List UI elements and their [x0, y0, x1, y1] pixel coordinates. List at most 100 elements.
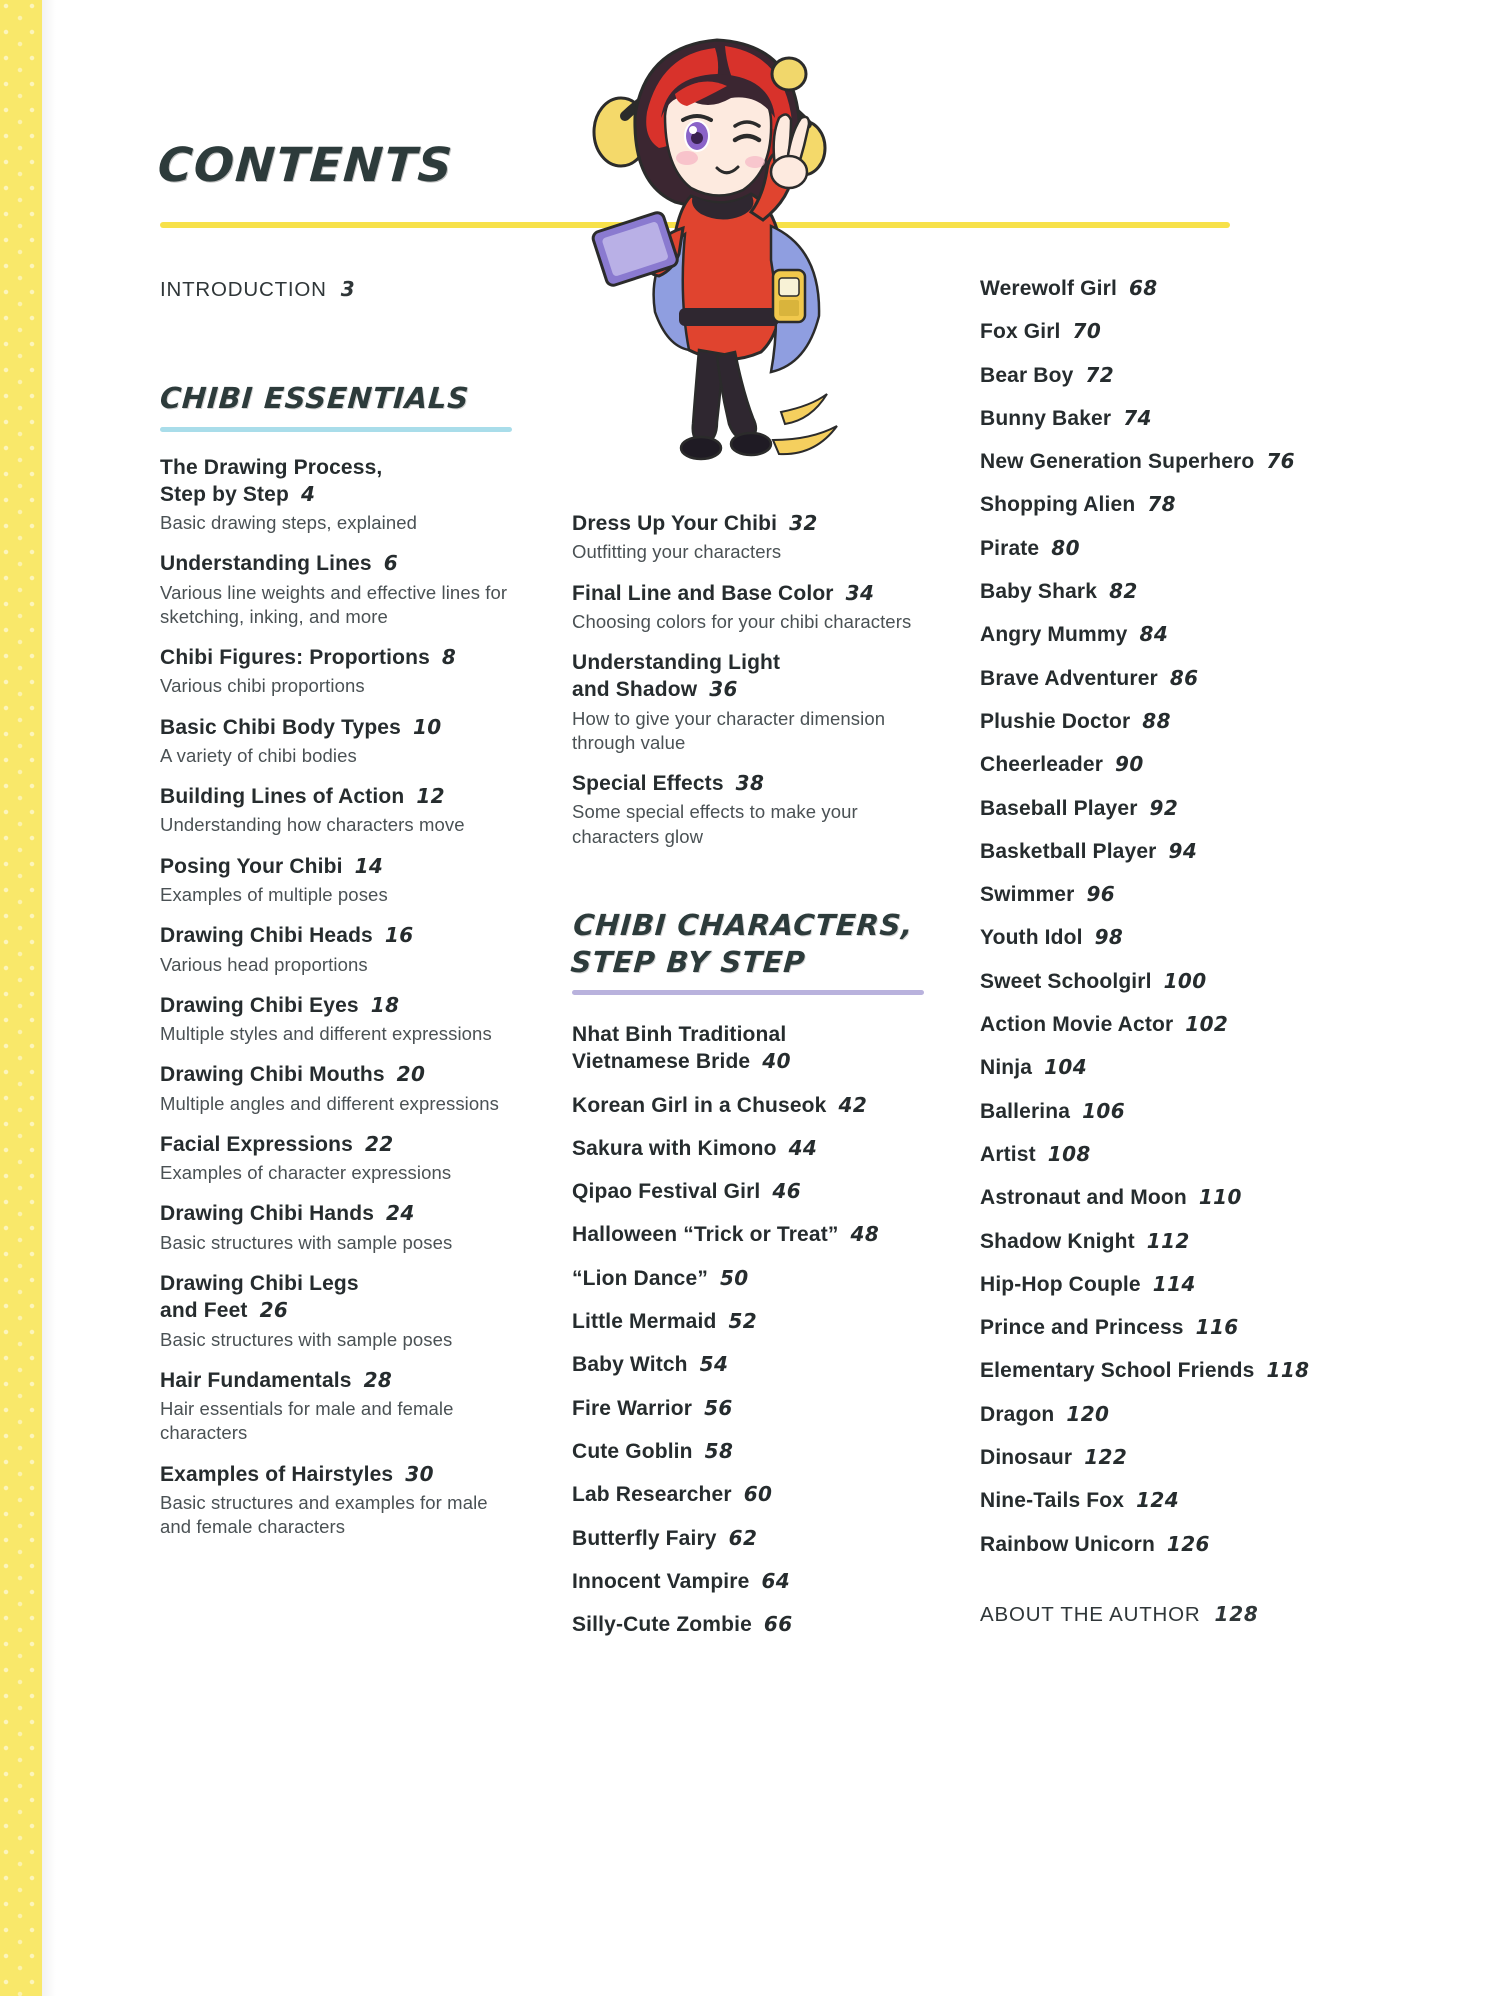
toc-entry-label: Basketball Player	[980, 839, 1157, 863]
toc-entry-title: Understanding Light and Shadow 36	[572, 649, 917, 704]
toc-entry-label: Understanding Lines	[160, 552, 372, 576]
toc-entry[interactable]: Angry Mummy 84	[980, 621, 1400, 648]
toc-entry[interactable]: Drawing Chibi Mouths 20 Multiple angles an…	[160, 1061, 520, 1116]
toc-entry-label: Astronaut and Moon	[980, 1186, 1187, 1210]
toc-entry-page-number: 90	[1115, 752, 1144, 777]
toc-entry[interactable]: Special Effects 38 Some special effects to…	[572, 770, 917, 849]
toc-entry-label: Pirate	[980, 536, 1040, 560]
toc-entry[interactable]: Basic Chibi Body Types 10 A variety of chi…	[160, 714, 520, 769]
toc-entry[interactable]: Hair Fundamentals 28 Hair essentials for m…	[160, 1367, 520, 1446]
toc-entry[interactable]: Fox Girl 70	[980, 318, 1400, 345]
toc-entry[interactable]: Building Lines of Action 12 Understanding …	[160, 783, 520, 838]
toc-entry-label: Posing Your Chibi	[160, 854, 343, 878]
toc-entry[interactable]: Hip-Hop Couple 114	[980, 1271, 1400, 1298]
toc-entry-introduction[interactable]: INTRODUCTION 3	[160, 277, 355, 302]
toc-entry-label: Werewolf Girl	[980, 277, 1117, 300]
toc-entry[interactable]: Qipao Festival Girl 46	[572, 1178, 917, 1205]
toc-entry-description: Multiple styles and different expression…	[160, 1023, 492, 1045]
toc-entry[interactable]: Little Mermaid 52	[572, 1308, 917, 1335]
toc-entry[interactable]: Cute Goblin 58	[572, 1438, 917, 1465]
toc-entry[interactable]: Butterfly Fairy 62	[572, 1525, 917, 1552]
toc-entry[interactable]: “Lion Dance” 50	[572, 1265, 917, 1292]
toc-entry-label: Dinosaur	[980, 1446, 1073, 1470]
toc-entry[interactable]: Basketball Player 94	[980, 838, 1400, 865]
toc-entry-label: Chibi Figures: Proportions	[160, 646, 430, 670]
chibi-superhero-girl-illustration	[575, 20, 875, 500]
toc-entry[interactable]: Dragon 120	[980, 1401, 1400, 1428]
toc-entry-label: Korean Girl in a Chuseok	[572, 1093, 827, 1117]
toc-entry[interactable]: Bunny Baker 74	[980, 405, 1400, 432]
toc-entry[interactable]: The Drawing Process, Step by Step 4 Basic …	[160, 454, 520, 536]
toc-entry-page-number: 86	[1169, 665, 1199, 690]
toc-entry-page-number: 16	[384, 923, 414, 948]
toc-entry[interactable]: Nine-Tails Fox 124	[980, 1487, 1400, 1514]
toc-entry-page-number: 26	[259, 1298, 289, 1323]
toc-entry[interactable]: Sakura with Kimono 44	[572, 1135, 917, 1162]
toc-entry[interactable]: Bear Boy 72	[980, 362, 1400, 389]
toc-entry[interactable]: Action Movie Actor 102	[980, 1011, 1400, 1038]
toc-entry[interactable]: Halloween “Trick or Treat” 48	[572, 1221, 917, 1248]
toc-entry-label: Innocent Vampire	[572, 1569, 750, 1593]
toc-entry-about-the-author[interactable]: ABOUT THE AUTHOR 128	[980, 1602, 1400, 1627]
toc-entry[interactable]: Baby Witch 54	[572, 1351, 917, 1378]
toc-entry[interactable]: Cheerleader 90	[980, 751, 1400, 778]
toc-entry-page-number: 44	[788, 1135, 818, 1160]
toc-entry-page-number: 54	[699, 1352, 729, 1377]
toc-entry-page-number: 24	[386, 1201, 415, 1226]
toc-entry-page-number: 6	[383, 551, 399, 576]
toc-entry[interactable]: Innocent Vampire 64	[572, 1568, 917, 1595]
section-heading-chibi-essentials: CHIBI ESSENTIALS	[158, 381, 471, 415]
toc-entry-label: New Generation Superhero	[980, 450, 1255, 474]
toc-entry-description: Understanding how characters move	[160, 814, 465, 836]
toc-entry[interactable]: Dinosaur 122	[980, 1444, 1400, 1471]
toc-entry[interactable]: Facial Expressions 22 Examples of characte…	[160, 1131, 520, 1186]
toc-entry[interactable]: Baby Shark 82	[980, 578, 1400, 605]
toc-entry[interactable]: Youth Idol 98	[980, 924, 1400, 951]
toc-entry-description: Basic drawing steps, explained	[160, 512, 418, 534]
toc-entry[interactable]: Ninja 104	[980, 1054, 1400, 1081]
toc-entry[interactable]: Chibi Figures: Proportions 8 Various chibi…	[160, 644, 520, 699]
toc-entry[interactable]: Shadow Knight 112	[980, 1228, 1400, 1255]
toc-entry-page-number: 30	[405, 1461, 434, 1486]
toc-entry[interactable]: Werewolf Girl 68	[980, 275, 1400, 302]
toc-entry[interactable]: Pirate 80	[980, 535, 1400, 562]
toc-entry[interactable]: Understanding Lines 6 Various line weights…	[160, 550, 520, 629]
toc-entry[interactable]: Silly-Cute Zombie 66	[572, 1611, 917, 1638]
toc-entry[interactable]: Baseball Player 92	[980, 795, 1400, 822]
toc-entry-page-number: 108	[1047, 1141, 1091, 1166]
toc-entry[interactable]: Posing Your Chibi 14 Examples of multiple …	[160, 853, 520, 908]
toc-entry[interactable]: Nhat Binh Traditional Vietnamese Bride 40	[572, 1021, 917, 1076]
toc-entry-page-number: 74	[1123, 405, 1152, 430]
toc-entry[interactable]: Understanding Light and Shadow 36 How to g…	[572, 649, 917, 755]
toc-entry[interactable]: Ballerina 106	[980, 1098, 1400, 1125]
about-author-label: ABOUT THE AUTHOR	[980, 1602, 1201, 1626]
toc-entry[interactable]: Prince and Princess 116	[980, 1314, 1400, 1341]
toc-entry-title: Chibi Figures: Proportions 8	[160, 644, 520, 671]
toc-entry[interactable]: Lab Researcher 60	[572, 1481, 917, 1508]
toc-entry[interactable]: Fire Warrior 56	[572, 1395, 917, 1422]
toc-entry-label: Sweet Schoolgirl	[980, 969, 1152, 993]
toc-entry[interactable]: Elementary School Friends 118	[980, 1357, 1400, 1384]
toc-entry[interactable]: Korean Girl in a Chuseok 42	[572, 1092, 917, 1119]
toc-entry[interactable]: Swimmer 96	[980, 881, 1400, 908]
toc-entry[interactable]: Examples of Hairstyles 30 Basic structures…	[160, 1461, 520, 1540]
toc-entry-label: Little Mermaid	[572, 1310, 717, 1334]
toc-entry-page-number: 70	[1072, 319, 1102, 344]
toc-entry[interactable]: Sweet Schoolgirl 100	[980, 968, 1400, 995]
toc-entry[interactable]: Drawing Chibi Heads 16 Various head propor…	[160, 922, 520, 977]
toc-entry-page-number: 56	[704, 1395, 733, 1420]
toc-entry[interactable]: Brave Adventurer 86	[980, 665, 1400, 692]
toc-entry[interactable]: Plushie Doctor 88	[980, 708, 1400, 735]
toc-entry[interactable]: Drawing Chibi Eyes 18 Multiple styles and …	[160, 992, 520, 1047]
toc-entry[interactable]: Drawing Chibi Hands 24 Basic structures wi…	[160, 1200, 520, 1255]
toc-entry[interactable]: Dress Up Your Chibi 32 Outfitting your cha…	[572, 510, 917, 565]
toc-entry[interactable]: Rainbow Unicorn 126	[980, 1531, 1400, 1558]
toc-entry-description: Hair essentials for male and female char…	[160, 1398, 454, 1444]
column-characters-continued: Werewolf Girl 68 Fox Girl 70 Bear Boy 72 Bunny…	[980, 275, 1400, 1627]
toc-entry[interactable]: Drawing Chibi Legs and Feet 26 Basic struc…	[160, 1270, 520, 1352]
toc-entry[interactable]: Shopping Alien 78	[980, 491, 1400, 518]
toc-entry[interactable]: Astronaut and Moon 110	[980, 1184, 1400, 1211]
toc-entry[interactable]: Artist 108	[980, 1141, 1400, 1168]
toc-entry[interactable]: Final Line and Base Color 34 Choosing colo…	[572, 580, 917, 635]
toc-entry[interactable]: New Generation Superhero 76	[980, 448, 1400, 475]
